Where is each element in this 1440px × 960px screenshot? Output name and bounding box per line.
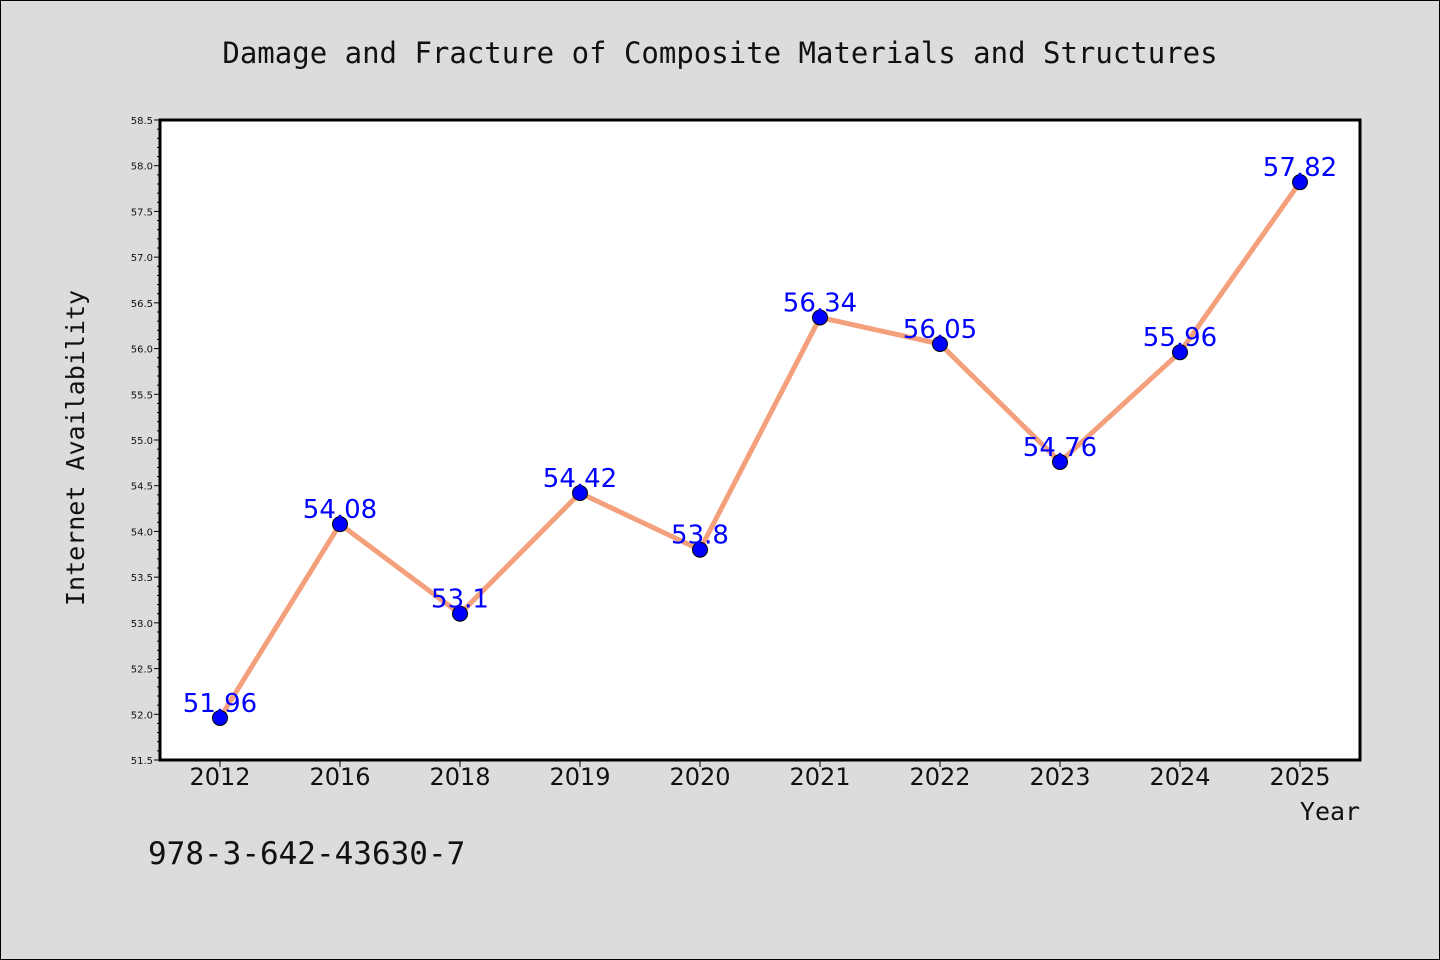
x-tick-label: 2025 [1269,763,1330,791]
data-point [332,516,348,533]
data-point [1172,344,1188,361]
series-markers [212,174,1308,726]
y-tick-label: 53.0 [131,619,153,630]
data-label: 51.96 [183,689,257,719]
data-label: 53.8 [671,521,729,551]
data-label: 56.05 [903,315,977,345]
y-tick-label: 51.5 [131,756,153,767]
data-point [812,309,828,326]
y-tick-label: 55.5 [131,390,153,401]
x-tick-label: 2012 [189,763,250,791]
x-tick-label: 2021 [789,763,850,791]
x-tick-label: 2022 [909,763,970,791]
y-axis-label: Internet Availability [61,290,90,606]
data-label: 54.76 [1023,433,1097,463]
x-tick-label: 2016 [309,763,370,791]
data-label: 54.08 [303,495,377,525]
data-point [572,485,588,502]
y-tick-label: 56.0 [131,345,153,356]
isbn-text: 978-3-642-43630-7 [148,836,465,872]
chart-title: Damage and Fracture of Composite Materia… [222,36,1217,70]
data-label: 56.34 [783,288,857,318]
y-tick-label: 52.0 [131,710,153,721]
x-tick-label: 2019 [549,763,610,791]
y-tick-label: 52.5 [131,665,153,676]
data-point [452,605,468,622]
x-axis-label: Year [1300,797,1360,826]
y-tick-label: 54.0 [131,527,153,538]
data-labels: 51.96 54.08 53.1 54.42 53.8 56.34 56.05 54.76 55… [183,153,1337,719]
data-label: 53.1 [431,585,489,615]
data-point [1292,174,1308,191]
y-tick-label: 56.5 [131,299,153,310]
data-label: 55.96 [1143,323,1217,353]
y-axis: 51.5 52.0 52.5 53.0 53.5 54.0 54.5 55.0 55.5 56.0… [131,116,160,767]
data-point [212,709,228,726]
y-tick-label: 54.5 [131,482,153,493]
x-tick-label: 2024 [1149,763,1210,791]
data-point [692,541,708,558]
data-label: 57.82 [1263,153,1337,183]
x-tick-label: 2020 [669,763,730,791]
x-axis: 2012 2016 2018 2019 2020 2021 2022 2023 2024 2025 [189,760,1331,791]
series-line [217,179,1303,721]
data-label: 54.42 [543,464,617,494]
y-tick-label: 53.5 [131,573,153,584]
y-tick-label: 58.0 [131,162,153,173]
y-tick-label: 57.5 [131,207,153,218]
data-point [932,336,948,352]
y-tick-label: 57.0 [131,253,153,264]
data-point [1052,453,1068,470]
x-tick-label: 2023 [1029,763,1090,791]
plot-area [158,118,1362,762]
x-tick-label: 2018 [429,763,490,791]
y-tick-label: 55.0 [131,436,153,447]
y-tick-label: 58.5 [131,116,153,127]
